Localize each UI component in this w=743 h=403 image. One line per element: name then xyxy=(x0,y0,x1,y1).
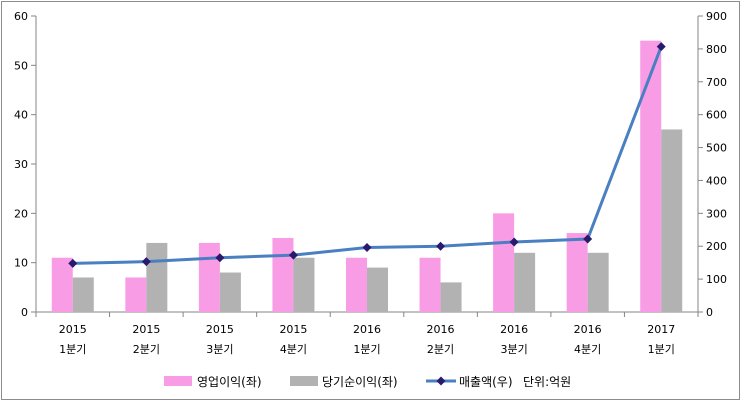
bars xyxy=(51,40,683,313)
bar-operating-profit xyxy=(51,257,73,312)
x-tick-label-year: 2017 xyxy=(647,323,675,336)
bar-operating-profit xyxy=(198,242,220,312)
axis-labels: 0102030405060010020030040050060070080090… xyxy=(14,10,727,356)
revenue-point xyxy=(215,253,225,263)
bar-net-income xyxy=(146,242,168,312)
right-tick-label: 300 xyxy=(706,207,727,220)
revenue-point xyxy=(436,241,446,251)
x-tick-label-quarter: 1분기 xyxy=(59,343,86,356)
right-tick-label: 100 xyxy=(706,273,727,286)
bar-net-income xyxy=(514,252,536,312)
left-tick-label: 40 xyxy=(14,109,28,122)
bar-operating-profit xyxy=(125,277,147,312)
left-tick-label: 50 xyxy=(14,59,28,72)
x-tick-label-year: 2016 xyxy=(500,323,528,336)
revenue-point xyxy=(68,258,78,268)
right-tick-label: 800 xyxy=(706,43,727,56)
bar-net-income xyxy=(367,267,388,312)
legend-marker-revenue xyxy=(436,376,446,386)
right-tick-label: 600 xyxy=(706,109,727,122)
right-tick-label: 700 xyxy=(706,76,727,89)
x-tick-label-year: 2016 xyxy=(427,323,455,336)
unit-note: 단위:억원 xyxy=(523,375,571,389)
legend-swatch-net-income xyxy=(290,376,318,386)
x-tick-label-quarter: 1분기 xyxy=(353,343,380,356)
bar-operating-profit xyxy=(272,238,294,312)
legend-swatch-operating-profit xyxy=(164,376,192,386)
x-tick-label-year: 2016 xyxy=(353,323,381,336)
right-tick-label: 900 xyxy=(706,10,727,23)
x-tick-label-year: 2015 xyxy=(59,323,87,336)
revenue-point xyxy=(362,243,372,253)
revenue-line-path xyxy=(72,46,663,265)
right-tick-label: 200 xyxy=(706,240,727,253)
legend-label-operating-profit: 영업이익(좌) xyxy=(197,375,262,389)
bar-operating-profit xyxy=(419,257,441,312)
bar-net-income xyxy=(440,282,462,312)
revenue-point xyxy=(656,42,666,52)
left-tick-label: 0 xyxy=(21,306,28,319)
left-tick-label: 60 xyxy=(14,10,28,23)
bar-net-income xyxy=(219,272,241,312)
x-tick-label-quarter: 4분기 xyxy=(574,343,601,356)
x-tick-label-year: 2015 xyxy=(206,323,234,336)
x-tick-label-quarter: 2분기 xyxy=(427,343,454,356)
legend-label-revenue: 매출액(우) xyxy=(459,375,513,389)
right-tick-label: 0 xyxy=(706,306,713,319)
x-tick-label-quarter: 1분기 xyxy=(648,343,675,356)
x-tick-label-year: 2015 xyxy=(279,323,307,336)
left-tick-label: 30 xyxy=(14,158,28,171)
legend: 영업이익(좌) 당기순이익(좌) 매출액(우) 단위:억원 xyxy=(164,375,571,389)
x-tick-label-quarter: 3분기 xyxy=(500,343,527,356)
bar-net-income xyxy=(587,252,609,312)
bar-operating-profit xyxy=(493,213,515,312)
revenue-point xyxy=(141,257,151,267)
left-tick-label: 10 xyxy=(14,257,28,270)
revenue-point xyxy=(509,237,519,247)
x-tick-label-year: 2015 xyxy=(132,323,160,336)
bar-net-income xyxy=(293,257,315,312)
x-tick-label-quarter: 4분기 xyxy=(280,343,307,356)
revenue-point xyxy=(583,234,593,244)
revenue-point xyxy=(288,250,298,260)
bar-operating-profit xyxy=(640,40,662,313)
left-tick-label: 20 xyxy=(14,207,28,220)
x-tick-label-quarter: 3분기 xyxy=(206,343,233,356)
bar-net-income xyxy=(661,129,683,312)
right-tick-label: 400 xyxy=(706,174,727,187)
legend-label-net-income: 당기순이익(좌) xyxy=(322,375,398,389)
revenue-line xyxy=(68,42,666,268)
right-tick-label: 500 xyxy=(706,142,727,155)
x-tick-label-year: 2016 xyxy=(574,323,602,336)
x-tick-label-quarter: 2분기 xyxy=(133,343,160,356)
bar-net-income xyxy=(72,277,94,312)
bar-operating-profit xyxy=(566,233,588,312)
bar-operating-profit xyxy=(346,257,367,312)
